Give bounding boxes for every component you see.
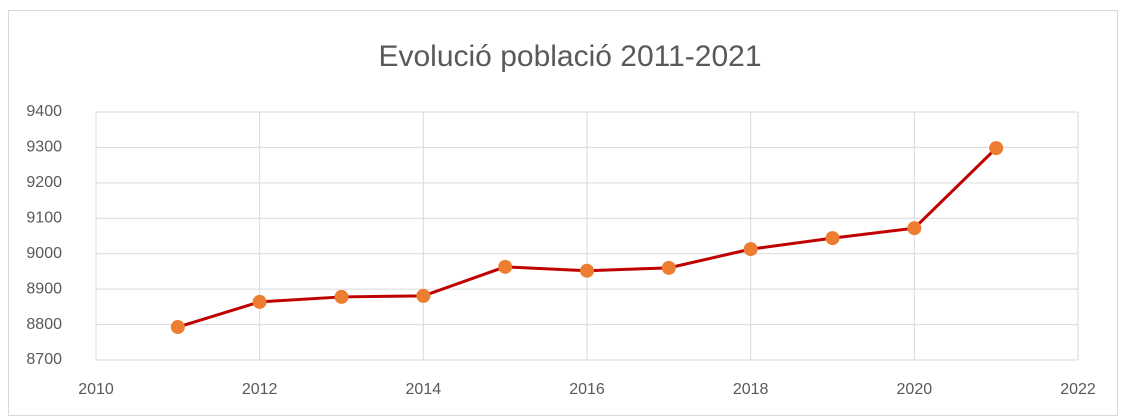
x-tick-label: 2022 <box>1060 381 1096 398</box>
y-tick-label: 9300 <box>26 139 62 156</box>
x-tick-label: 2012 <box>242 381 278 398</box>
data-point <box>252 294 267 309</box>
y-tick-label: 8700 <box>26 351 62 368</box>
y-tick-label: 9400 <box>26 103 62 120</box>
y-tick-label: 9200 <box>26 174 62 191</box>
x-tick-label: 2016 <box>569 381 605 398</box>
data-point <box>498 259 513 274</box>
data-point <box>907 221 922 236</box>
x-tick-label: 2014 <box>406 381 442 398</box>
data-point <box>416 288 431 303</box>
data-point <box>580 263 594 278</box>
chart-title: Evolució població 2011-2021 <box>378 40 761 73</box>
x-tick-label: 2020 <box>897 381 933 398</box>
data-point <box>989 141 1004 156</box>
data-point <box>825 231 840 246</box>
data-point <box>661 260 676 275</box>
data-point <box>334 289 349 304</box>
data-point <box>170 320 185 335</box>
y-tick-label: 8800 <box>26 316 62 333</box>
y-tick-label: 8900 <box>26 280 62 297</box>
y-tick-label: 9000 <box>26 245 62 262</box>
chart-border <box>8 10 1118 416</box>
y-tick-label: 9100 <box>26 210 62 227</box>
x-tick-label: 2010 <box>78 381 114 398</box>
x-tick-label: 2018 <box>733 381 769 398</box>
data-point <box>743 242 758 257</box>
